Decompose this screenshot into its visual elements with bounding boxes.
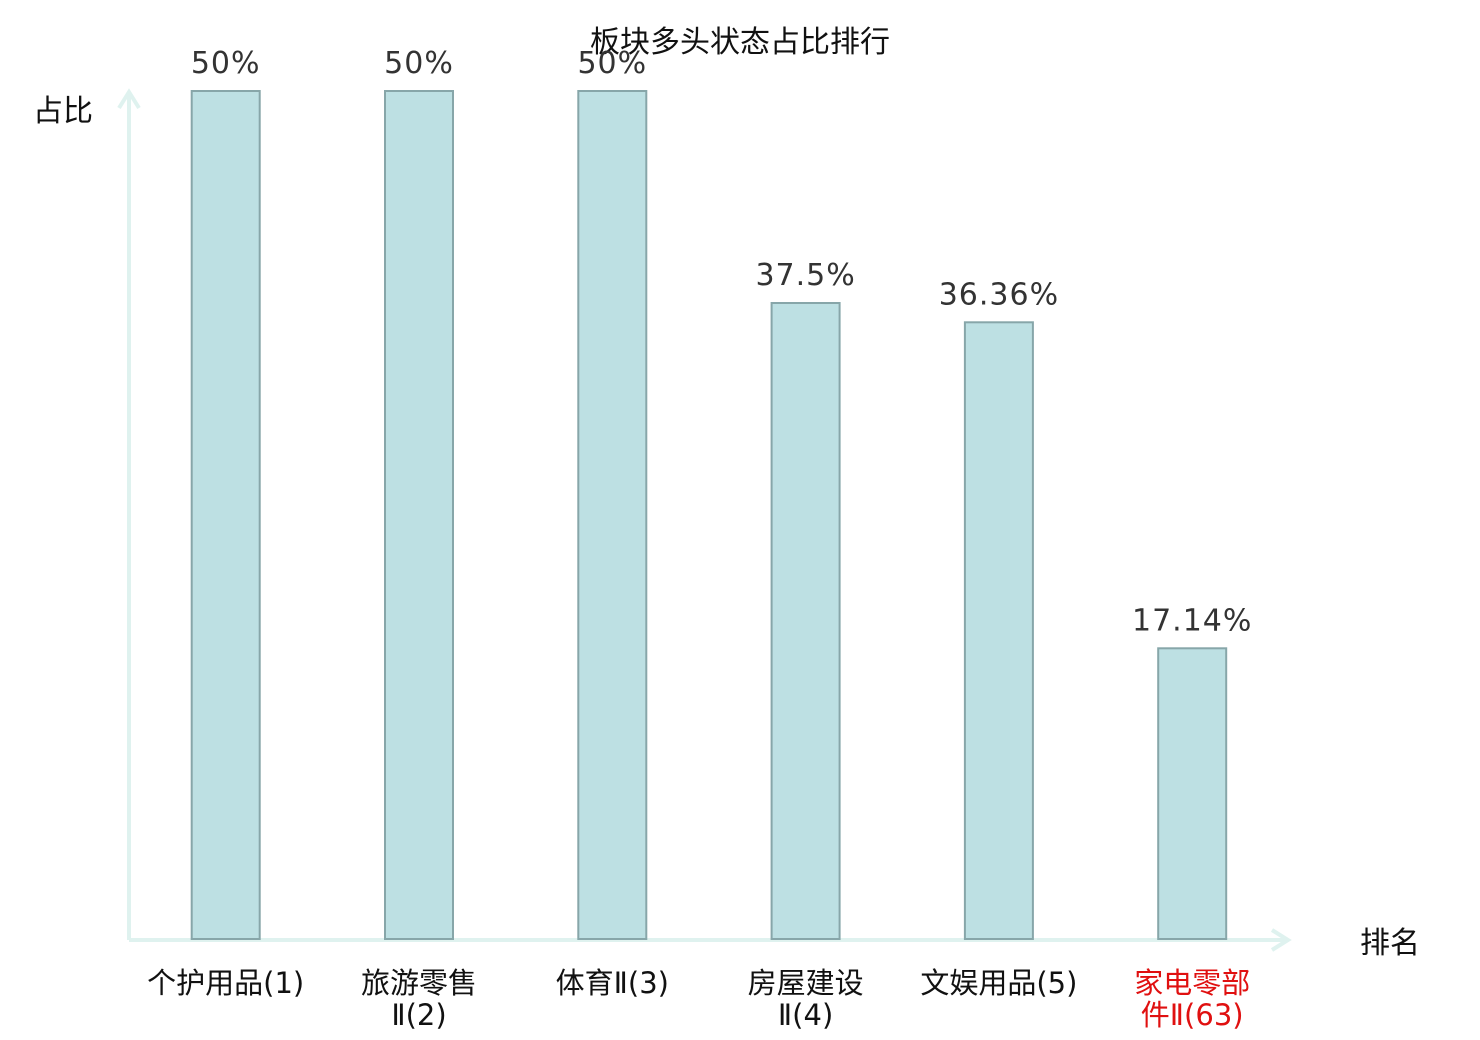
x-tick-label: 旅游零售 <box>361 966 477 1000</box>
x-axis-arrow-icon <box>1270 928 1292 952</box>
chart-title: 板块多头状态占比排行 <box>590 25 890 60</box>
axes <box>117 88 1292 952</box>
bar <box>384 90 454 940</box>
data-label: 17.14% <box>1132 603 1252 638</box>
x-tick-label: 件Ⅱ(63) <box>1141 998 1244 1032</box>
y-axis-label: 占比 <box>33 94 93 129</box>
data-label: 36.36% <box>939 277 1059 312</box>
x-tick-label: Ⅱ(4) <box>778 998 833 1032</box>
x-tick-label: 个护用品(1) <box>147 966 304 1000</box>
x-tick-label: 房屋建设 <box>748 966 864 1000</box>
x-tick-label: 家电零部 <box>1134 966 1250 1000</box>
y-axis-arrow-icon <box>117 88 141 110</box>
bar <box>1157 647 1228 940</box>
data-label: 50% <box>384 46 454 81</box>
data-label: 50% <box>577 46 647 81</box>
x-tick-label: 文娱用品(5) <box>920 966 1077 1000</box>
bar <box>963 321 1034 940</box>
bars <box>190 90 1228 940</box>
data-label: 37.5% <box>755 258 855 293</box>
x-tick-label: 体育Ⅱ(3) <box>556 966 669 1000</box>
bar <box>577 90 648 940</box>
bar <box>770 302 841 940</box>
bar <box>190 90 261 940</box>
x-axis-label: 排名 <box>1360 926 1420 961</box>
data-label: 50% <box>191 46 261 81</box>
x-tick-label: Ⅱ(2) <box>391 998 446 1032</box>
value-labels: 50% 50% 50% 37.5% 36.36% 17.14% <box>191 46 1252 638</box>
